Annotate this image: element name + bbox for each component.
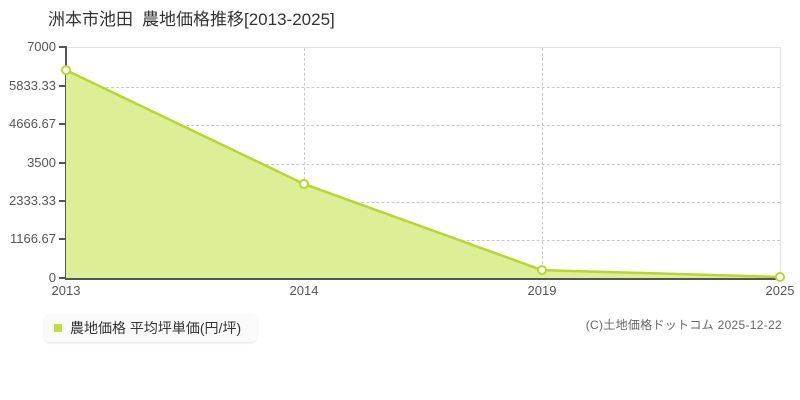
legend-label: 農地価格 平均坪単価(円/坪) [70,320,242,336]
y-axis-label: 3500 [27,154,56,170]
y-axis-label: 2333.33 [9,193,56,208]
data-point-marker[interactable] [775,272,785,283]
y-axis-label: 5833.33 [9,77,56,93]
chart-title: 洲本市池田 農地価格推移[2013-2025] [48,9,335,31]
x-axis-label: 2014 [289,283,319,298]
data-point-marker[interactable] [61,65,71,76]
series-line [64,68,782,279]
y-axis-tick [59,161,66,164]
y-axis-tick [59,46,66,48]
y-axis-label: 1166.67 [9,231,56,247]
y-axis-label: 7000 [27,39,56,54]
y-axis-tick [59,277,66,279]
gridline-horizontal [66,124,780,126]
y-axis-tick [59,122,66,125]
gridline-vertical [542,48,543,279]
x-axis-label: 2019 [527,283,557,298]
data-point-marker[interactable] [537,265,547,276]
y-axis-tick [59,84,66,87]
y-axis-labels: 7000 5833.33 4666.67 3500 2333.33 1166.67 0 [0,0,56,400]
copyright-credit: (C)土地価格ドットコム 2025-12-22 [585,318,782,332]
x-axis-label: 2025 [765,283,795,298]
gridline-horizontal [66,86,780,88]
y-axis-tick [59,200,66,202]
series-markers [61,65,785,283]
chart-title-metric: 農地価格推移[2013-2025] [142,10,335,29]
gridline-horizontal [66,163,780,165]
series-area-fill [66,70,780,278]
chart-title-place: 洲本市池田 [48,10,133,29]
legend: 農地価格 平均坪単価(円/坪) [44,314,258,342]
x-axis-line [65,278,781,280]
gridline-vertical [304,48,305,279]
x-axis-label: 2013 [51,283,81,298]
gridline-horizontal [66,202,780,203]
data-point-marker[interactable] [299,178,309,189]
y-axis-label: 0 [48,270,56,285]
y-axis-tick [59,238,66,241]
legend-swatch-icon [54,324,62,332]
y-axis-label: 4666.67 [9,115,56,131]
